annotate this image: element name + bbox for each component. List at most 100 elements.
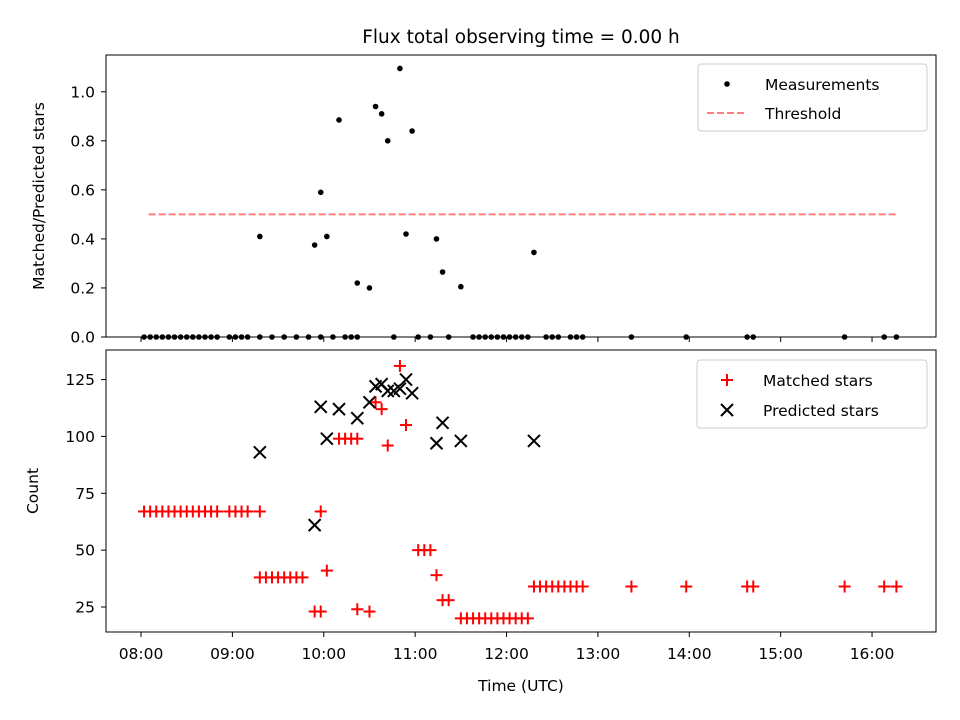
- top-y-ticks: 0.0 0.2 0.4 0.6 0.8 1.0: [70, 83, 106, 347]
- legend-matched-label: Matched stars: [763, 372, 873, 390]
- measurement-point-44: [439, 269, 446, 275]
- measurement-point-28: [317, 189, 324, 196]
- legend-measurements-marker: [724, 81, 730, 87]
- matched-point-46: [442, 594, 455, 607]
- measurement-point-35: [378, 111, 385, 117]
- matched-point-36: [369, 396, 382, 409]
- matched-point-35: [363, 605, 376, 618]
- predicted-point-12: [399, 372, 413, 387]
- top-axes-frame: [105, 54, 937, 338]
- measurement-point-46: [458, 283, 464, 290]
- predicted-point-2: [314, 400, 328, 414]
- predicted-point-0: [253, 445, 267, 460]
- bottom-legend: Matched stars Predicted stars: [696, 359, 928, 429]
- matched-point-67: [576, 580, 589, 593]
- predicted-point-11: [393, 381, 407, 396]
- measurement-point-34: [372, 103, 379, 110]
- bottom-y-ticks: 25 50 75 100 125: [65, 371, 106, 616]
- bottom-y-tick-label-1: 50: [75, 542, 95, 560]
- x-tick-label-5: 13:00: [576, 645, 621, 663]
- predicted-point-16: [454, 434, 468, 448]
- bottom-panel: 25 50 75 100 125 08:00 09:00 10:00 11:00 12:00 13…: [24, 349, 937, 695]
- legend-measurements-label: Measurements: [765, 76, 880, 94]
- matched-point-40: [400, 419, 413, 432]
- measurement-point-40: [403, 231, 409, 237]
- matched-point-37: [375, 403, 388, 416]
- predicted-point-3: [320, 431, 334, 446]
- top-y-tick-label-2: 0.4: [70, 230, 95, 248]
- predicted-point-9: [381, 384, 395, 398]
- legend-predicted-marker: [720, 403, 734, 417]
- legend-matched-marker: [721, 374, 733, 386]
- x-tick-label-7: 15:00: [758, 645, 803, 663]
- matched-point-34: [351, 603, 364, 616]
- matched-point-68: [625, 580, 638, 593]
- measurement-point-43: [433, 236, 440, 242]
- top-y-tick-label-0: 0.0: [70, 329, 95, 347]
- matched-point-69: [680, 580, 693, 593]
- matched-point-73: [878, 580, 891, 593]
- top-y-tick-label-5: 1.0: [70, 83, 95, 101]
- matched-point-33: [351, 432, 364, 445]
- matched-point-74: [890, 580, 903, 593]
- legend-threshold-label: Threshold: [764, 105, 841, 123]
- predicted-point-14: [429, 436, 444, 450]
- predicted-point-13: [405, 386, 419, 400]
- measurement-point-19: [257, 233, 263, 240]
- measurement-point-29: [324, 233, 330, 240]
- x-tick-label-4: 12:00: [484, 645, 529, 663]
- matched-point-71: [747, 580, 760, 593]
- matched-point-58: [521, 612, 534, 625]
- predicted-point-5: [350, 411, 364, 425]
- bottom-y-tick-label-4: 125: [65, 371, 95, 389]
- x-tick-label-2: 10:00: [301, 645, 346, 663]
- matched-point-43: [424, 544, 437, 557]
- x-tick-label-6: 14:00: [667, 645, 712, 663]
- bottom-legend-box: [696, 359, 928, 429]
- matched-point-38: [381, 439, 394, 452]
- measurement-point-32: [354, 280, 361, 286]
- bottom-x-ticks: 08:00 09:00 10:00 11:00 12:00 13:00 14:00 15:00…: [119, 632, 895, 663]
- matched-point-16: [241, 505, 254, 518]
- matched-point-44: [430, 569, 443, 582]
- top-panel: Flux total observing time = 0.00 h 0.00.…: [30, 27, 937, 347]
- predicted-point-6: [362, 395, 377, 410]
- top-legend: Measurements Threshold: [697, 63, 928, 132]
- top-y-axis-label: Matched/Predicted stars: [30, 102, 48, 290]
- legend-predicted-label: Predicted stars: [763, 402, 879, 420]
- matched-point-39: [393, 359, 406, 372]
- matched-point-29: [320, 564, 333, 577]
- measurement-point-38: [397, 65, 403, 72]
- top-y-tick-label-1: 0.2: [70, 279, 95, 297]
- bottom-y-tick-label-3: 100: [65, 428, 95, 446]
- x-tick-label-3: 11:00: [393, 645, 438, 663]
- bottom-marks: [138, 359, 903, 625]
- measurement-point-30: [336, 117, 342, 123]
- x-axis-label: Time (UTC): [477, 677, 564, 695]
- measurement-point-57: [531, 249, 537, 256]
- predicted-point-1: [307, 518, 322, 532]
- measurement-point-33: [366, 285, 373, 291]
- top-x-ticks: [140, 337, 873, 342]
- bottom-axes-frame: [105, 349, 937, 633]
- measurement-point-27: [311, 242, 318, 248]
- predicted-point-4: [332, 402, 346, 416]
- measurement-point-39: [409, 128, 415, 134]
- x-tick-label-1: 09:00: [210, 645, 255, 663]
- x-tick-label-8: 16:00: [850, 645, 895, 663]
- bottom-y-tick-label-0: 25: [75, 598, 95, 616]
- top-y-tick-label-3: 0.6: [70, 181, 95, 199]
- bottom-y-axis-label: Count: [24, 468, 42, 514]
- top-y-tick-label-4: 0.8: [70, 132, 95, 150]
- measurement-point-36: [384, 138, 391, 144]
- matched-point-17: [253, 505, 266, 518]
- matched-point-28: [314, 505, 327, 518]
- matched-point-27: [314, 605, 327, 618]
- chart-title: Flux total observing time = 0.00 h: [362, 27, 680, 48]
- bottom-y-tick-label-2: 75: [75, 485, 95, 503]
- predicted-point-17: [527, 434, 541, 448]
- matched-point-12: [211, 505, 224, 518]
- matched-point-72: [838, 580, 851, 593]
- top-legend-box: [697, 63, 928, 132]
